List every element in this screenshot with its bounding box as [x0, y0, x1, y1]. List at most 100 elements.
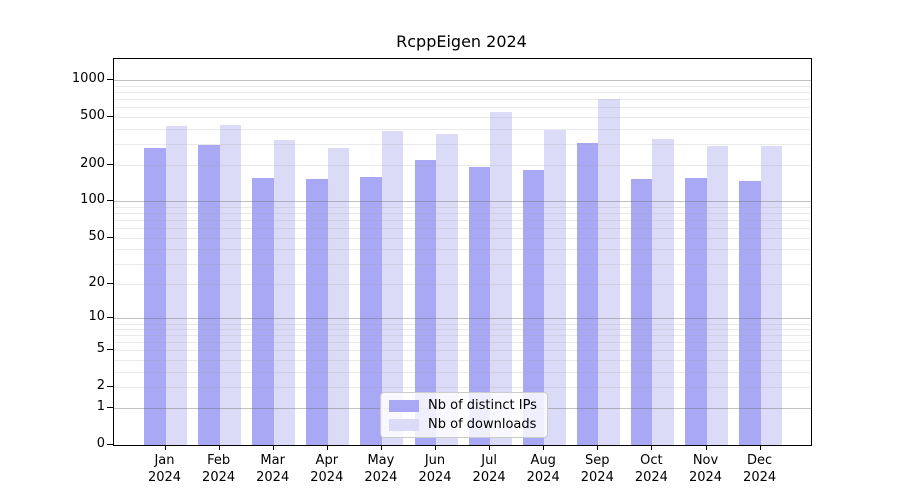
- x-tick-mark: [326, 445, 328, 450]
- legend: Nb of distinct IPs Nb of downloads: [380, 392, 548, 438]
- y-tick-mark: [107, 283, 113, 285]
- bar-ips-mar: [252, 177, 274, 445]
- bar-downloads-apr: [327, 148, 350, 445]
- bar-downloads-jan: [165, 126, 187, 445]
- x-tick-mark: [705, 445, 707, 450]
- x-tick-mark: [164, 445, 166, 450]
- y-tick-label-10: 10: [88, 309, 105, 325]
- bar-ips-may: [360, 176, 382, 445]
- x-tick-label-jul: Jul 2024: [472, 453, 506, 485]
- x-tick-mark: [543, 445, 545, 450]
- gridline-60: [114, 228, 811, 230]
- legend-row-downloads: Nb of downloads: [389, 417, 537, 432]
- y-tick-mark: [107, 386, 113, 388]
- y-tick-mark: [107, 164, 113, 166]
- x-tick-mark: [272, 445, 274, 450]
- gridline-500: [114, 116, 811, 118]
- y-tick-label-200: 200: [80, 156, 105, 172]
- gridline-100: [114, 201, 811, 203]
- legend-label-distinct-ips: Nb of distinct IPs: [428, 398, 537, 413]
- y-tick-label-500: 500: [80, 107, 105, 123]
- gridline-9: [114, 323, 811, 325]
- gridline-70: [114, 220, 811, 222]
- gridline-10: [114, 318, 811, 320]
- bar-ips-jun: [414, 160, 436, 445]
- bar-ips-apr: [306, 178, 328, 445]
- y-tick-label-0: 0: [96, 436, 105, 451]
- x-tick-label-mar: Mar 2024: [256, 453, 290, 485]
- gridline-30: [114, 263, 811, 265]
- y-tick-mark: [107, 200, 113, 202]
- x-tick-label-may: May 2024: [364, 453, 398, 485]
- y-tick-label-1000: 1000: [71, 71, 105, 87]
- gridline-7: [114, 335, 811, 337]
- gridline-90: [114, 206, 811, 208]
- legend-swatch-distinct-ips: [389, 399, 419, 412]
- gridline-80: [114, 213, 811, 215]
- bar-ips-jul: [468, 166, 491, 445]
- gridline-1000: [114, 80, 811, 82]
- gridline-900: [114, 86, 811, 87]
- bar-downloads-aug: [544, 130, 566, 445]
- x-tick-mark: [435, 445, 436, 450]
- bar-downloads-feb: [219, 124, 242, 445]
- bar-ips-sep: [576, 143, 599, 445]
- x-tick-label-jun: Jun 2024: [418, 453, 452, 485]
- x-tick-label-oct: Oct 2024: [634, 453, 668, 485]
- x-tick-label-nov: Nov 2024: [688, 453, 723, 485]
- legend-row-distinct-ips: Nb of distinct IPs: [389, 398, 537, 413]
- y-tick-mark: [107, 317, 113, 319]
- bar-downloads-nov: [706, 146, 728, 445]
- y-tick-label-100: 100: [80, 192, 105, 208]
- bar-ips-oct: [630, 178, 653, 445]
- gridline-5: [114, 350, 811, 352]
- bar-ips-dec: [739, 180, 761, 445]
- gridline-600: [114, 107, 811, 109]
- y-tick-label-50: 50: [88, 228, 105, 244]
- x-tick-mark: [651, 445, 653, 450]
- gridline-800: [114, 92, 811, 94]
- y-tick-mark: [107, 79, 113, 81]
- bar-downloads-may: [381, 130, 404, 445]
- x-tick-label-jan: Jan 2024: [147, 453, 182, 485]
- gridline-700: [114, 99, 811, 101]
- y-tick-mark: [107, 444, 113, 445]
- x-tick-mark: [759, 445, 761, 450]
- bar-downloads-jul: [490, 112, 512, 445]
- gridline-20: [114, 284, 811, 286]
- y-tick-label-2: 2: [96, 378, 105, 394]
- bar-downloads-sep: [598, 99, 620, 445]
- legend-label-downloads: Nb of downloads: [428, 417, 537, 432]
- bar-downloads-jun: [436, 133, 458, 445]
- y-tick-label-20: 20: [88, 275, 105, 291]
- gridline-400: [114, 128, 811, 130]
- bar-ips-feb: [198, 144, 220, 445]
- x-tick-label-sep: Sep 2024: [580, 453, 614, 485]
- x-tick-mark: [597, 445, 599, 450]
- x-tick-label-dec: Dec 2024: [743, 453, 777, 485]
- y-tick-mark: [107, 407, 113, 409]
- bar-downloads-dec: [760, 145, 783, 445]
- gridline-2: [114, 387, 811, 389]
- plot-area: Nb of distinct IPs Nb of downloads: [113, 58, 812, 446]
- gridline-40: [114, 249, 811, 251]
- legend-swatch-downloads: [389, 418, 419, 431]
- gridline-4: [114, 360, 811, 362]
- bar-ips-aug: [522, 170, 545, 445]
- y-tick-label-5: 5: [96, 341, 105, 357]
- x-tick-mark: [218, 445, 220, 450]
- y-tick-label-1: 1: [96, 399, 105, 415]
- gridline-8: [114, 329, 811, 331]
- x-tick-mark: [380, 445, 382, 450]
- gridline-6: [114, 342, 811, 344]
- gridline-200: [114, 165, 811, 167]
- gridline-3: [114, 371, 811, 373]
- x-tick-label-aug: Aug 2024: [526, 453, 560, 485]
- bar-ips-nov: [685, 177, 707, 445]
- x-tick-mark: [489, 445, 491, 450]
- x-tick-label-apr: Apr 2024: [310, 453, 344, 485]
- y-tick-mark: [107, 349, 113, 351]
- chart-title: RcppEigen 2024: [396, 32, 527, 51]
- y-tick-mark: [107, 115, 113, 117]
